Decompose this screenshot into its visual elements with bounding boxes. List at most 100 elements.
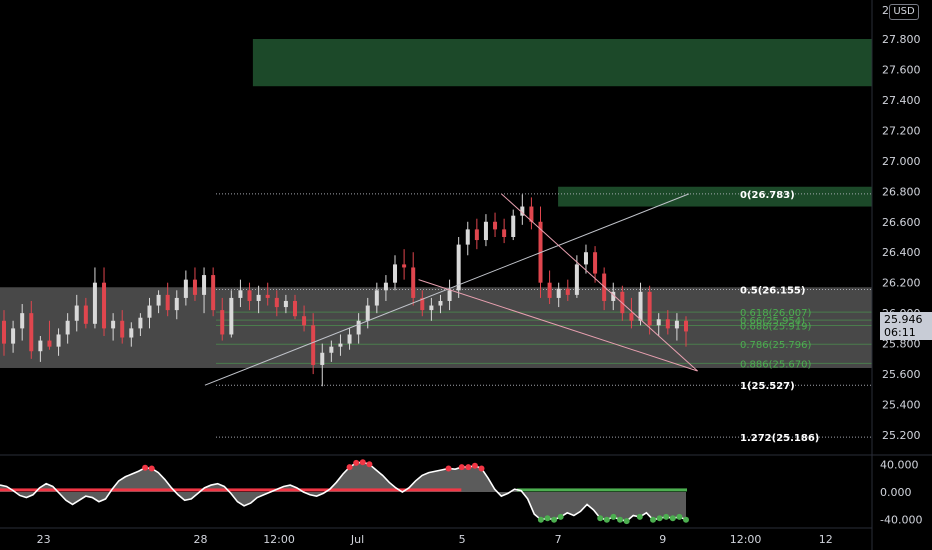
- candle-53[interactable]: [483, 221, 488, 241]
- oscillator-line[interactable]: [0, 461, 687, 522]
- oscillator-high-dot-54: [353, 459, 360, 466]
- candle-1[interactable]: [11, 328, 16, 344]
- fib-label-1: 0.5(26.155): [740, 286, 805, 297]
- candle-30[interactable]: [274, 297, 279, 308]
- candle-9[interactable]: [83, 305, 88, 324]
- oscillator-pane[interactable]: [0, 459, 689, 525]
- candle-31[interactable]: [283, 300, 288, 308]
- candle-75[interactable]: [684, 320, 688, 332]
- candle-39[interactable]: [356, 320, 361, 335]
- oscillator-tick-2: -40.000: [880, 514, 922, 527]
- candle-5[interactable]: [47, 340, 52, 347]
- candle-11[interactable]: [102, 282, 107, 329]
- mid-supply-zone[interactable]: [558, 186, 872, 207]
- candle-16[interactable]: [147, 305, 152, 318]
- candle-55[interactable]: [502, 229, 507, 237]
- candle-40[interactable]: [365, 305, 370, 321]
- candle-63[interactable]: [574, 264, 579, 295]
- candle-3[interactable]: [29, 313, 34, 352]
- candle-20[interactable]: [183, 279, 188, 298]
- candle-62[interactable]: [565, 288, 570, 295]
- candle-52[interactable]: [474, 229, 479, 241]
- candle-19[interactable]: [174, 297, 179, 311]
- time-tick-5: 7: [555, 533, 562, 546]
- candle-57[interactable]: [520, 206, 525, 216]
- candle-72[interactable]: [656, 319, 661, 326]
- candle-50[interactable]: [456, 244, 461, 291]
- price-tick-1: 27.600: [882, 63, 921, 76]
- fib-label-3: 0.66(25.954): [740, 316, 805, 327]
- candle-32[interactable]: [292, 300, 297, 317]
- candle-21[interactable]: [192, 279, 197, 295]
- candle-7[interactable]: [65, 320, 70, 335]
- candle-64[interactable]: [583, 252, 588, 265]
- candle-70[interactable]: [638, 291, 643, 321]
- fib-label-6: 0.886(25.670): [740, 359, 812, 370]
- candle-47[interactable]: [429, 305, 434, 311]
- candle-67[interactable]: [611, 291, 616, 301]
- candle-60[interactable]: [547, 282, 552, 298]
- candle-74[interactable]: [674, 320, 679, 329]
- candle-17[interactable]: [156, 294, 161, 306]
- candle-35[interactable]: [320, 352, 325, 365]
- candle-49[interactable]: [447, 290, 452, 301]
- candle-43[interactable]: [393, 264, 398, 283]
- candle-18[interactable]: [165, 294, 170, 311]
- oscillator-low-dot-94: [617, 516, 624, 523]
- candle-45[interactable]: [411, 267, 416, 298]
- candle-24[interactable]: [220, 310, 225, 335]
- candle-6[interactable]: [56, 334, 61, 347]
- oscillator-axis[interactable]: 40.000 0.000 -40.000: [880, 458, 922, 526]
- candle-58[interactable]: [529, 206, 534, 222]
- candle-48[interactable]: [438, 300, 443, 306]
- candle-29[interactable]: [265, 294, 270, 298]
- time-tick-8: 12: [819, 533, 833, 546]
- candle-42[interactable]: [383, 282, 388, 291]
- candle-38[interactable]: [347, 334, 352, 344]
- candle-51[interactable]: [465, 229, 470, 245]
- candle-15[interactable]: [138, 317, 143, 329]
- candle-44[interactable]: [402, 264, 407, 268]
- candle-14[interactable]: [129, 328, 134, 338]
- oscillator-low-dot-99: [650, 516, 657, 523]
- price-axis[interactable]: 27.800 27.600 27.400 27.200 27.000 26.800 26.6…: [882, 33, 921, 442]
- candle-56[interactable]: [511, 215, 516, 237]
- candle-22[interactable]: [202, 275, 207, 295]
- candle-28[interactable]: [256, 294, 261, 301]
- fibonacci-layer: [216, 193, 872, 438]
- candle-71[interactable]: [647, 291, 652, 326]
- candle-54[interactable]: [493, 221, 498, 230]
- candle-12[interactable]: [111, 320, 116, 329]
- upper-supply-zone[interactable]: [252, 39, 872, 87]
- currency-badge[interactable]: USD: [889, 4, 919, 20]
- candle-41[interactable]: [374, 290, 379, 306]
- candle-13[interactable]: [120, 320, 125, 338]
- candle-26[interactable]: [238, 290, 243, 298]
- candle-25[interactable]: [229, 297, 234, 335]
- candle-37[interactable]: [338, 343, 343, 347]
- candle-27[interactable]: [247, 290, 252, 301]
- lower-wedge-line[interactable]: [418, 279, 698, 372]
- candle-73[interactable]: [665, 319, 670, 329]
- top-to-fib-line[interactable]: [501, 193, 698, 372]
- candle-36[interactable]: [329, 346, 334, 353]
- price-tick-13: 25.200: [882, 429, 921, 442]
- time-axis[interactable]: 23 28 12:00 Jul 5 7 9 12:00 12: [37, 533, 833, 546]
- range-zone[interactable]: [0, 287, 872, 368]
- oscillator-low-dot-95: [623, 518, 630, 525]
- candle-61[interactable]: [556, 288, 561, 298]
- candle-65[interactable]: [593, 252, 598, 274]
- candle-34[interactable]: [311, 325, 316, 365]
- candle-10[interactable]: [92, 282, 97, 324]
- candle-23[interactable]: [211, 275, 216, 311]
- candle-4[interactable]: [38, 340, 43, 352]
- candle-0[interactable]: [2, 320, 6, 344]
- rising-trendline[interactable]: [204, 193, 690, 386]
- candle-33[interactable]: [302, 316, 307, 326]
- candle-8[interactable]: [74, 305, 79, 321]
- oscillator-low-dot-97: [636, 513, 643, 520]
- candle-69[interactable]: [629, 313, 634, 321]
- candle-2[interactable]: [20, 313, 25, 329]
- candle-46[interactable]: [420, 297, 425, 311]
